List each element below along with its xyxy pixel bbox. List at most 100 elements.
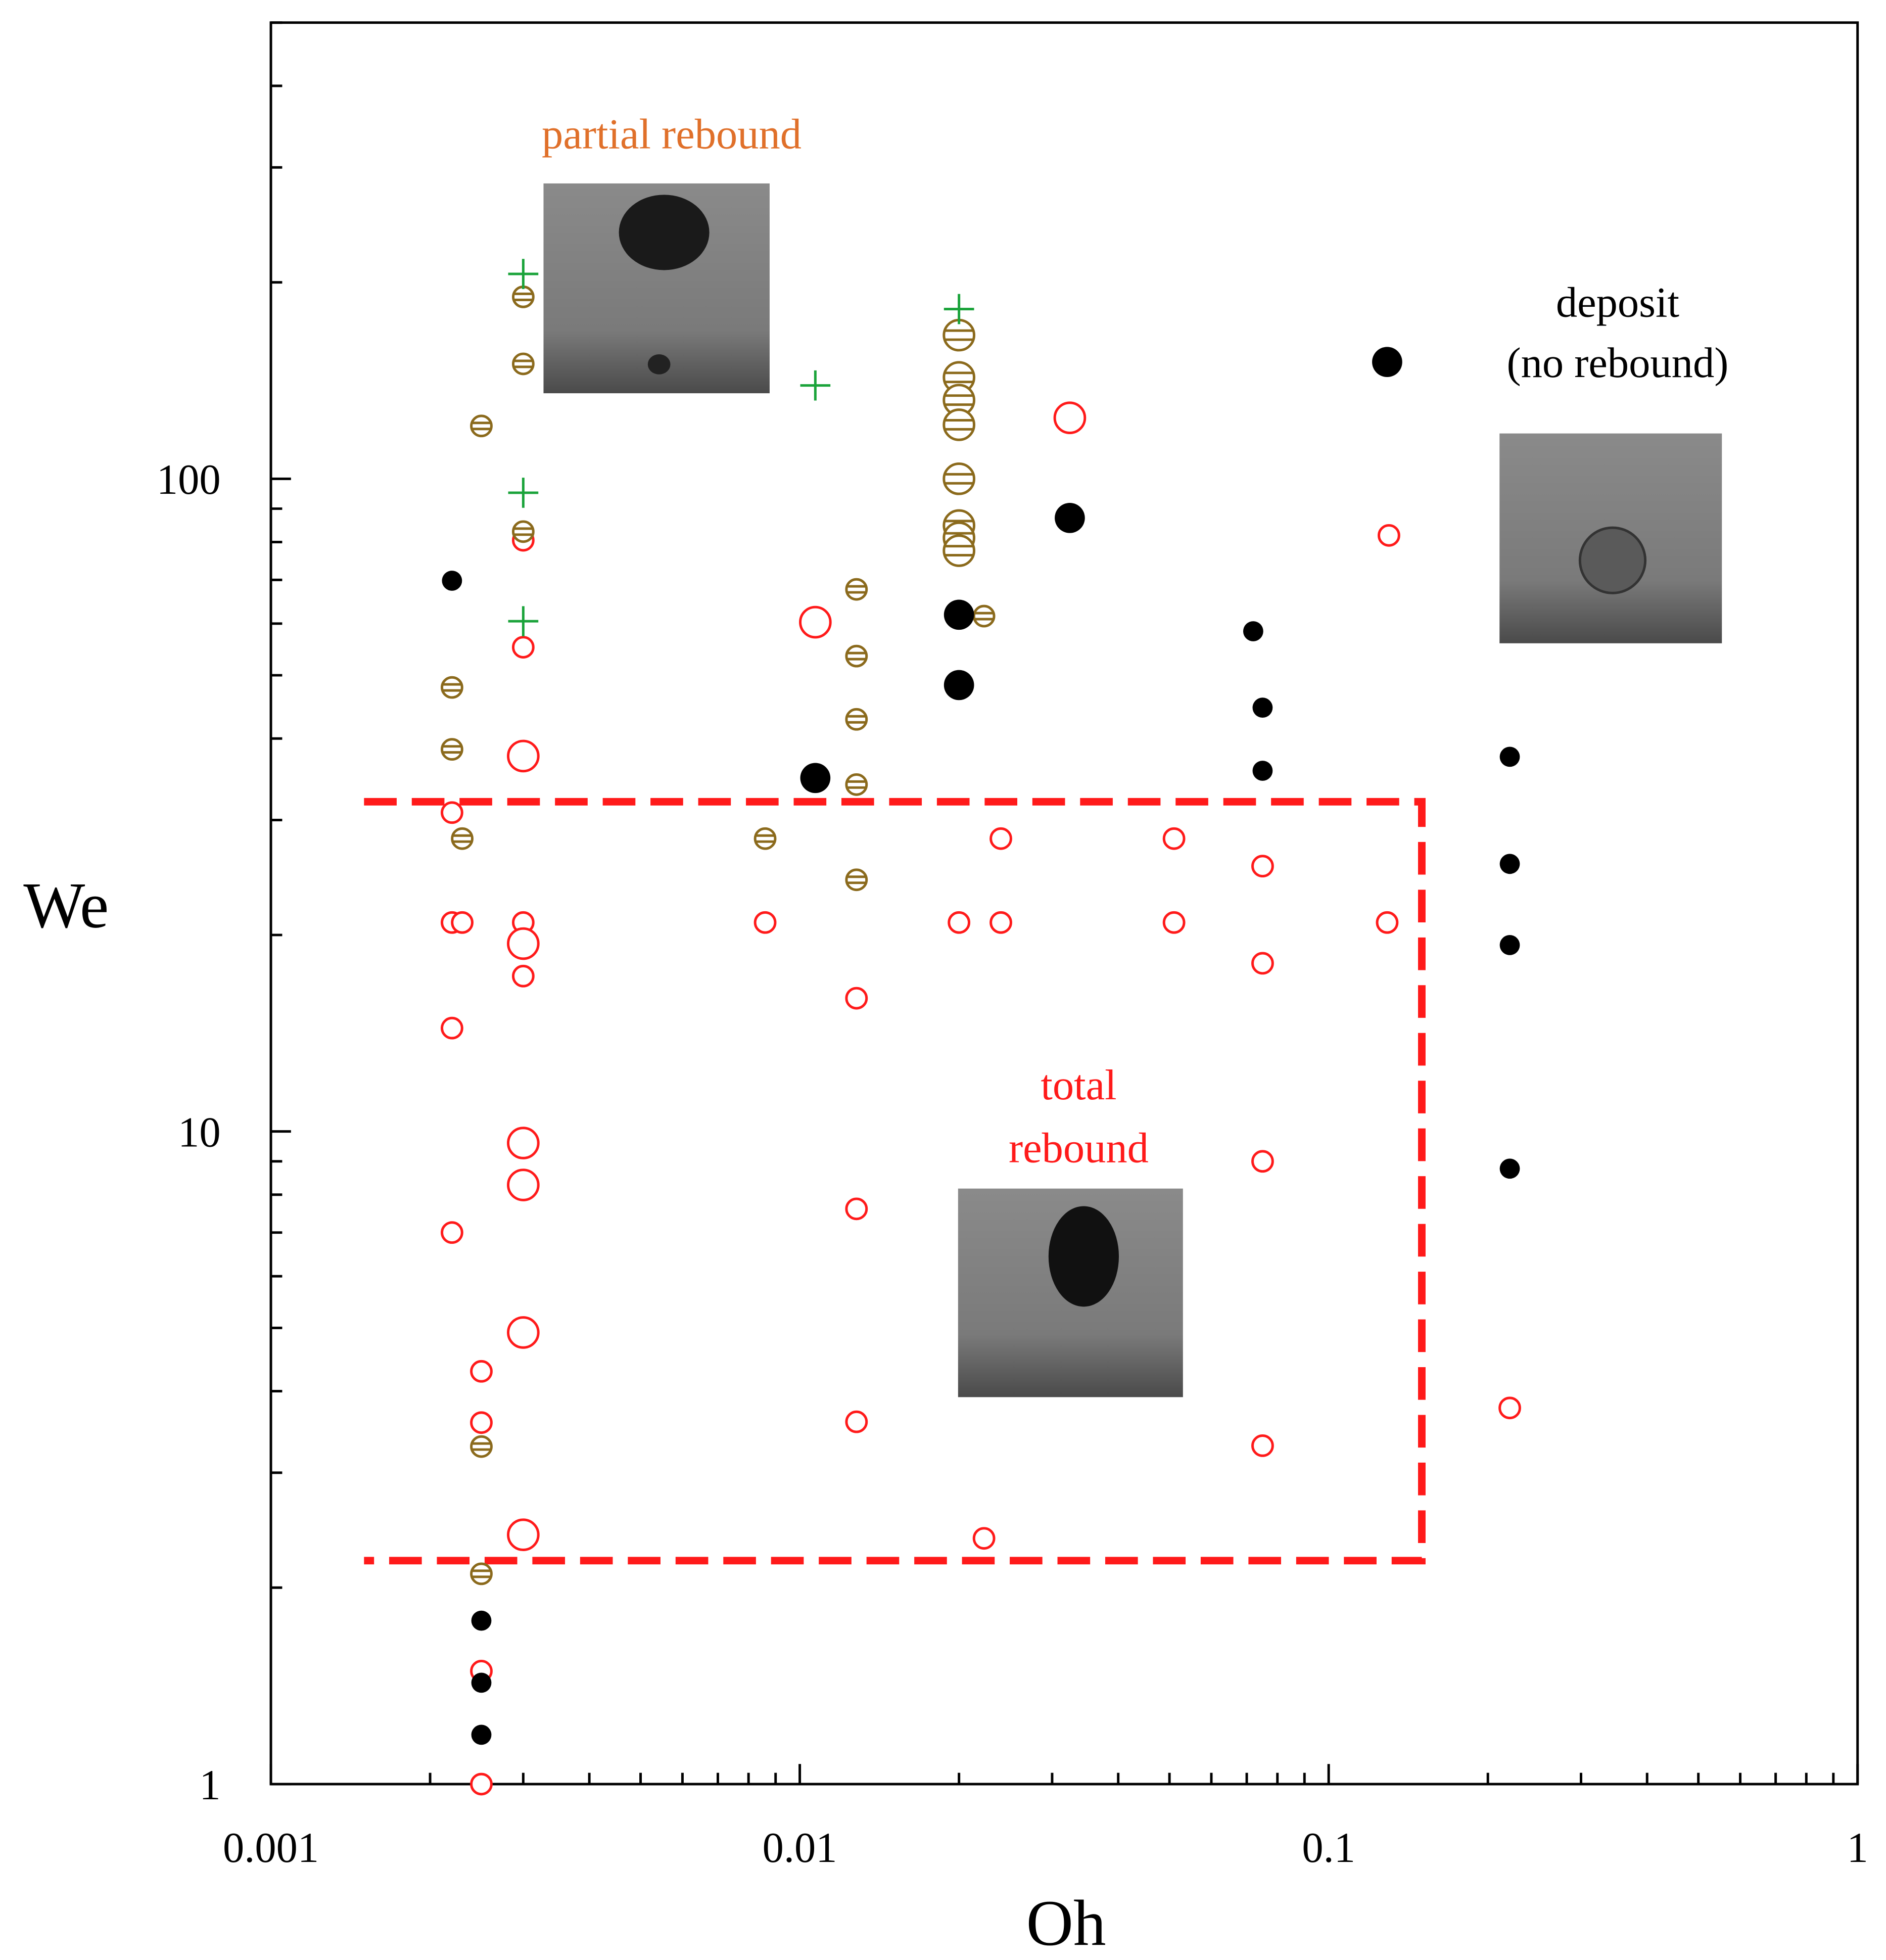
point	[1499, 935, 1520, 955]
marker-shape	[753, 827, 777, 850]
point	[507, 1518, 540, 1551]
point	[507, 1127, 540, 1159]
point	[1251, 952, 1274, 975]
marker-shape	[507, 1518, 540, 1551]
marker-shape	[507, 927, 540, 960]
y-tick-label: 1	[199, 1762, 220, 1809]
marker-shape	[1499, 1158, 1520, 1179]
marker-shape	[1251, 952, 1274, 975]
point	[1055, 502, 1085, 533]
point	[507, 1169, 540, 1201]
marker-shape	[451, 827, 474, 850]
marker-shape	[845, 868, 868, 892]
marker-shape	[1372, 347, 1402, 378]
point	[942, 534, 975, 567]
x-tick-label: 0.001	[223, 1825, 319, 1872]
marker-shape	[1252, 697, 1273, 718]
marker-shape	[441, 801, 463, 824]
point	[942, 408, 975, 441]
point	[470, 1435, 493, 1458]
marker-shape	[441, 1221, 463, 1244]
marker-shape	[507, 1316, 540, 1349]
point	[1252, 761, 1273, 781]
marker-shape	[471, 1724, 492, 1745]
point	[845, 773, 868, 796]
x-tick-label: 0.01	[763, 1825, 837, 1872]
annotation: deposit	[1556, 279, 1679, 326]
marker-shape	[507, 1169, 540, 1201]
marker-shape	[845, 987, 868, 1010]
photos	[543, 183, 1722, 1397]
marker-shape	[470, 1562, 493, 1585]
marker-shape	[512, 636, 535, 659]
marker-shape	[845, 578, 868, 601]
y-tick-label: 100	[157, 456, 221, 503]
x-tick-label: 1	[1847, 1825, 1868, 1872]
point	[845, 868, 868, 892]
point	[1499, 746, 1520, 767]
annotation: partial rebound	[542, 111, 801, 158]
marker-shape	[989, 827, 1012, 850]
marker-shape	[799, 605, 832, 639]
point	[1243, 621, 1263, 641]
point	[470, 1360, 493, 1383]
point	[1251, 855, 1274, 878]
point	[948, 911, 971, 934]
point	[944, 670, 974, 701]
marker-shape	[948, 911, 971, 934]
point	[471, 1672, 492, 1693]
point	[1372, 347, 1402, 378]
point	[512, 286, 535, 308]
point	[845, 708, 868, 731]
point	[451, 827, 474, 850]
marker-shape	[753, 911, 777, 934]
point	[989, 911, 1012, 934]
marker-shape	[845, 1410, 868, 1433]
region-boundary	[364, 798, 1426, 1565]
point	[441, 1016, 463, 1040]
droplet	[1578, 526, 1647, 594]
marker-shape	[441, 738, 463, 761]
point	[512, 636, 535, 659]
marker-shape	[470, 1360, 493, 1383]
marker-shape	[972, 604, 996, 628]
marker-shape	[944, 599, 974, 630]
point	[944, 294, 974, 324]
marker-shape	[470, 1435, 493, 1458]
marker-shape	[989, 911, 1012, 934]
point	[507, 927, 540, 960]
photo-partial-rebound	[543, 183, 770, 394]
annotation: total	[1041, 1062, 1116, 1109]
point	[508, 259, 539, 289]
marker-shape	[942, 534, 975, 567]
point	[800, 370, 831, 401]
marker-shape	[1243, 621, 1263, 641]
point	[972, 1527, 996, 1550]
marker-shape	[470, 1772, 493, 1796]
marker-shape	[512, 352, 535, 376]
marker-shape	[471, 1610, 492, 1631]
marker-shape	[1251, 1434, 1274, 1457]
point	[942, 462, 975, 495]
point	[1498, 1396, 1521, 1420]
marker-shape	[800, 763, 831, 794]
point	[441, 801, 463, 824]
droplet	[619, 195, 710, 270]
marker-shape	[1252, 761, 1273, 781]
point	[1252, 697, 1273, 718]
point	[441, 1221, 463, 1244]
point	[470, 1411, 493, 1434]
y-axis-label: We	[23, 869, 109, 942]
marker-shape	[451, 911, 474, 934]
marker-shape	[1055, 502, 1085, 533]
plot-frame	[269, 21, 1859, 1786]
annotation: rebound	[1009, 1125, 1149, 1172]
point	[471, 1610, 492, 1631]
photo-deposit	[1499, 433, 1722, 643]
marker-shape	[507, 1127, 540, 1159]
point	[845, 578, 868, 601]
marker-shape	[470, 1411, 493, 1434]
point	[845, 1197, 868, 1221]
marker-shape	[442, 571, 462, 591]
